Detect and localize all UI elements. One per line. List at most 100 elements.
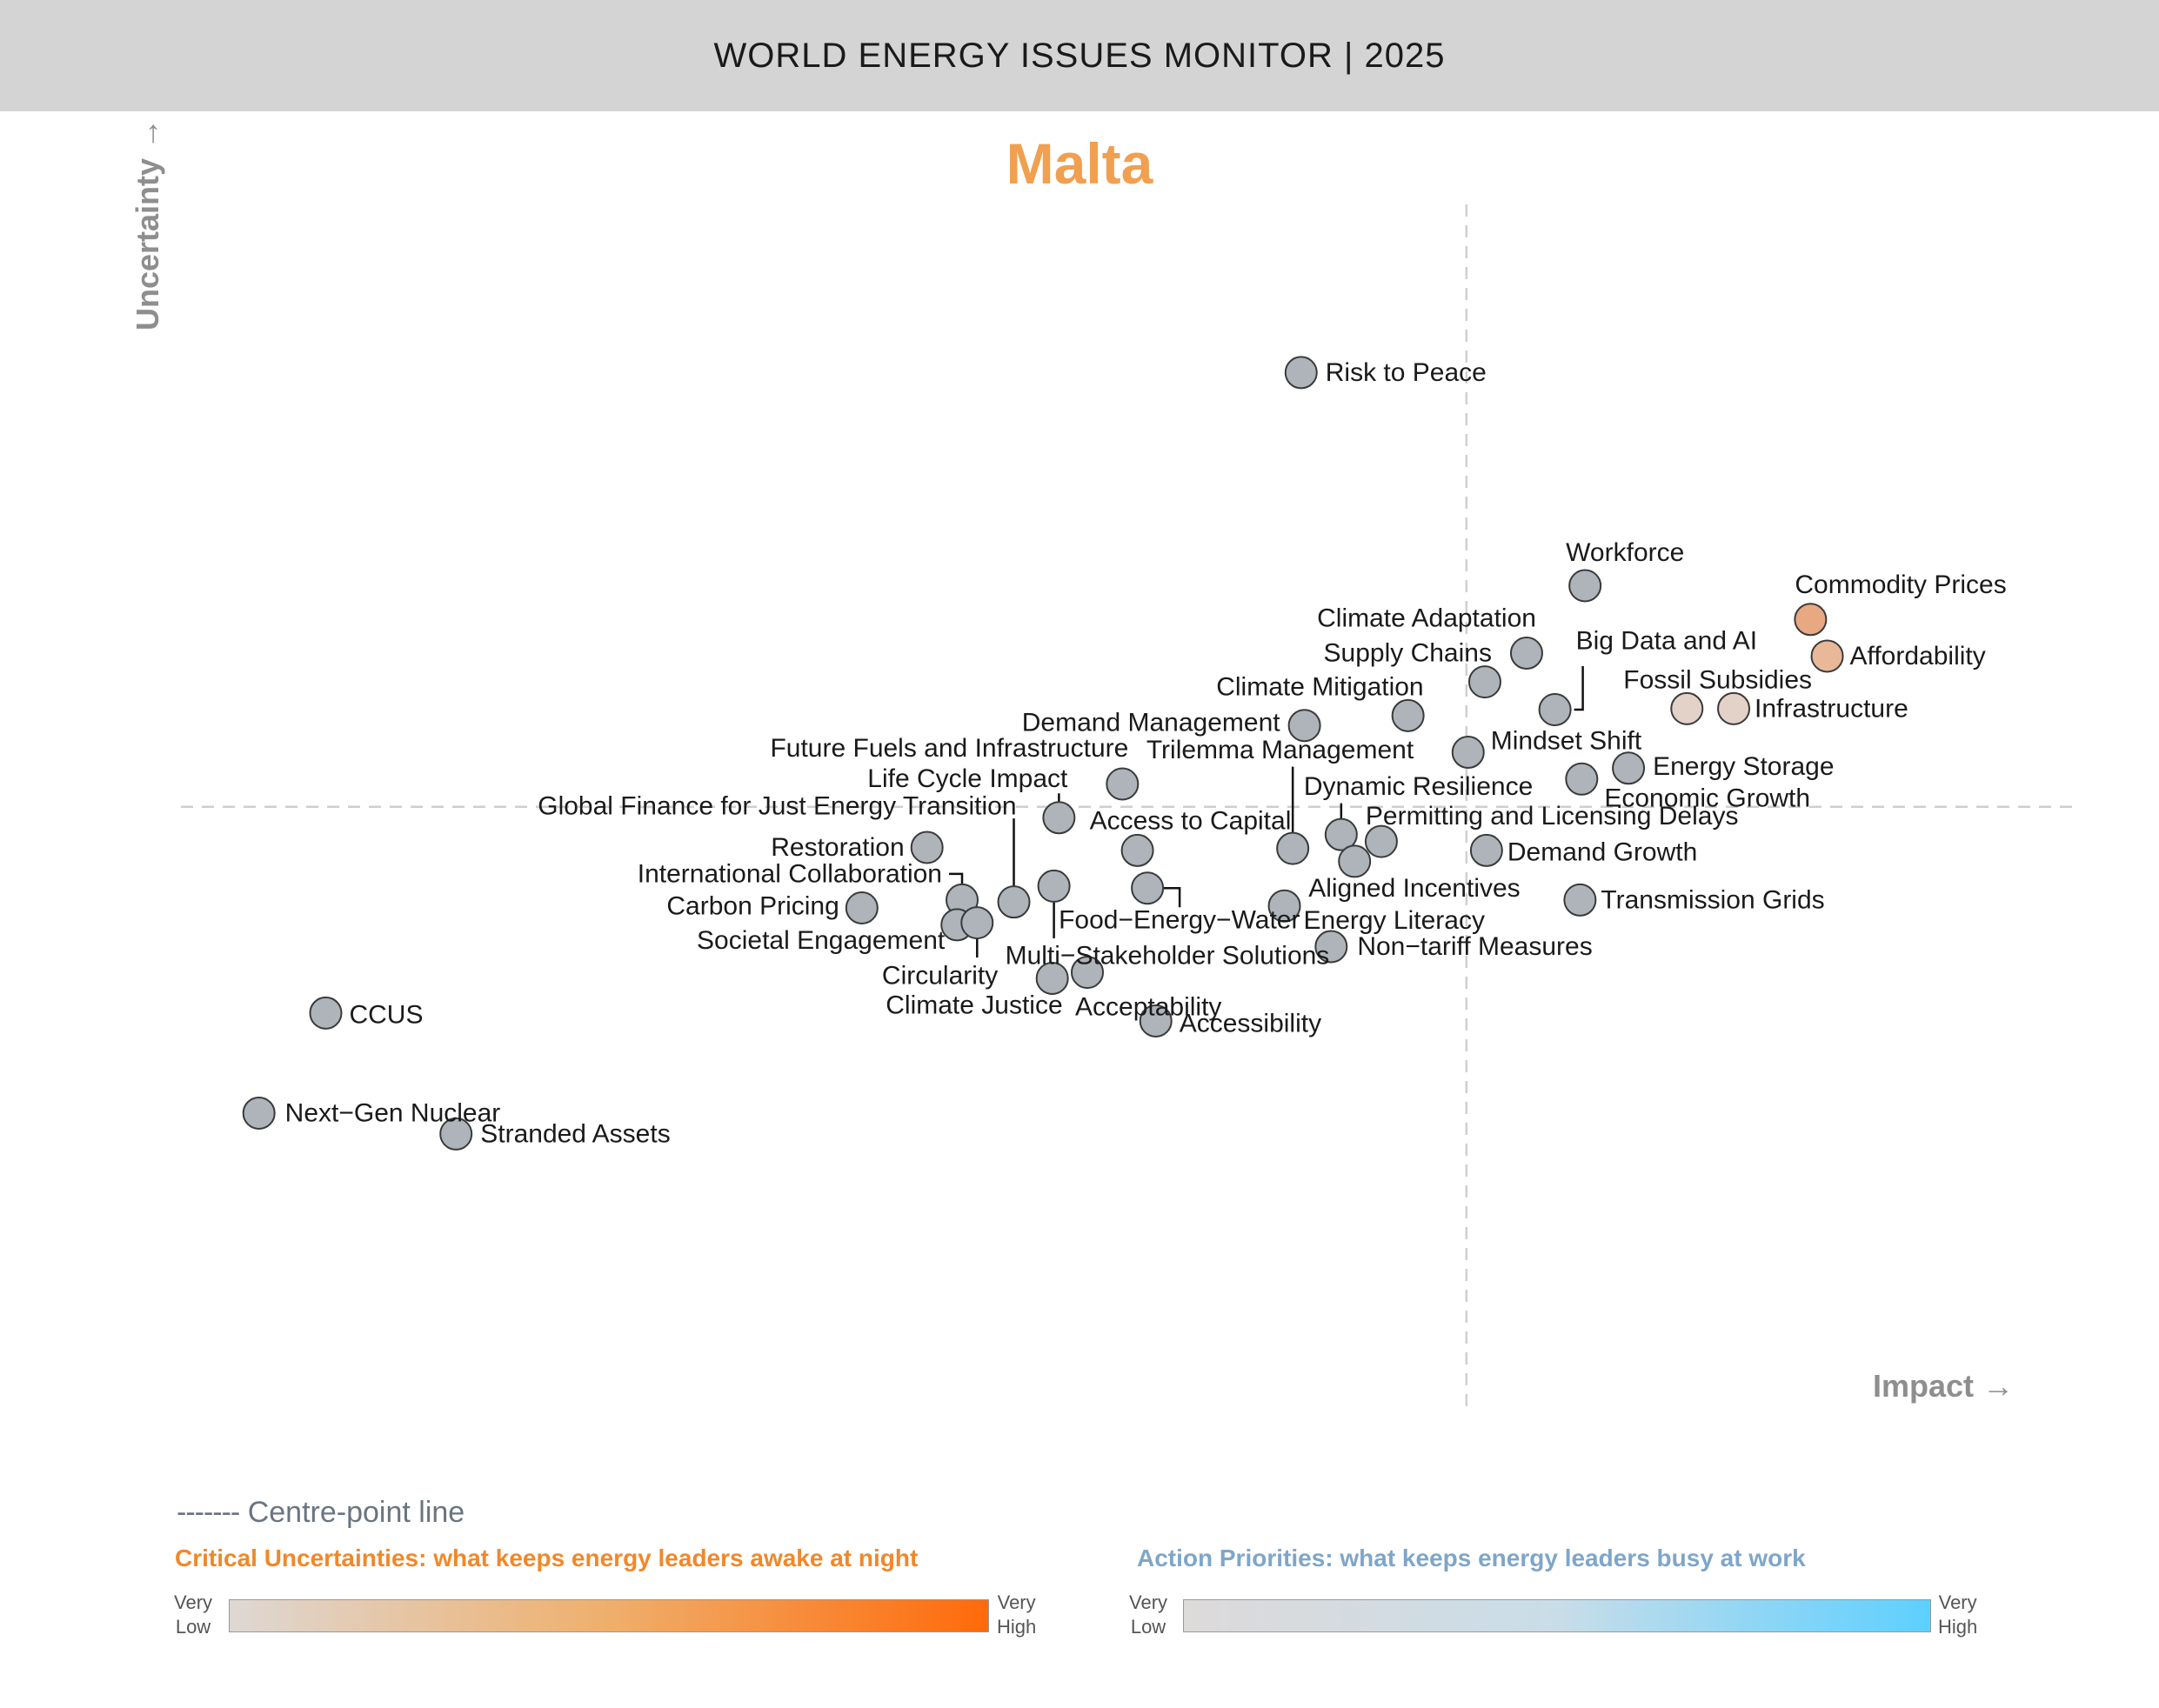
point-next-gen-nuclear (242, 1096, 276, 1130)
point-life-cycle-impact (1042, 801, 1076, 835)
point-food-energy-water (1131, 871, 1165, 905)
leader-line-international-collaboration (949, 872, 964, 884)
point-climate-mitigation (1391, 698, 1425, 732)
leader-lines (949, 666, 1584, 958)
label-societal-engagement: Societal Engagement (697, 926, 946, 955)
point-access-to-capital (1120, 833, 1154, 867)
point-stranded-assets (439, 1117, 473, 1151)
label-big-data-and-ai: Big Data and AI (1576, 627, 1757, 656)
label-carbon-pricing: Carbon Pricing (666, 892, 839, 921)
point-aligned-incentives (1338, 844, 1372, 878)
point-trilemma-management (1276, 831, 1310, 865)
label-demand-management: Demand Management (1022, 709, 1281, 737)
point-supply-chains (1467, 665, 1501, 699)
x-axis-label: Impact → (1873, 1368, 2014, 1404)
point-global-finance-for-just-energy-transition (997, 885, 1031, 919)
point-energy-literacy (1267, 889, 1301, 923)
point-accessibility (1139, 1004, 1173, 1037)
point-mindset-shift (1451, 736, 1485, 770)
label-climate-justice: Climate Justice (886, 991, 1062, 1019)
point-demand-management (1287, 709, 1321, 743)
header-title: WORLD ENERGY ISSUES MONITOR | 2025 (713, 36, 1446, 75)
label-affordability: Affordability (1850, 642, 1986, 671)
scatter-chart: Risk to Peace Workforce Commodity Prices Af… (130, 118, 2079, 1413)
point-risk-to-peace (1284, 356, 1318, 390)
label-international-collaboration: International Collaboration (638, 859, 942, 888)
label-commodity-prices: Commodity Prices (1795, 570, 2006, 599)
action-priority-gradient (1183, 1599, 1931, 1632)
crit-scale-high: Very High (997, 1591, 1037, 1638)
label-future-fuels-and-infrastructure: Future Fuels and Infrastructure (770, 734, 1128, 763)
critical-uncertainty-gradient (229, 1599, 989, 1632)
point-circularity (960, 906, 994, 940)
leader-line-big-data-and-ai (1574, 666, 1584, 711)
label-next-gen-nuclear: Next−Gen Nuclear (285, 1098, 501, 1127)
leader-line-food-energy-water (1163, 886, 1181, 908)
point-dynamic-resilience (1324, 817, 1358, 851)
label-circularity: Circularity (882, 962, 998, 991)
label-multi-stakeholder-solutions: Multi−Stakeholder Solutions (1006, 941, 1330, 970)
label-non-tariff-measures: Non−tariff Measures (1357, 932, 1592, 961)
label-permitting-and-licensing-delays: Permitting and Licensing Delays (1366, 802, 1739, 831)
point-ccus (309, 996, 343, 1030)
point-carbon-pricing (845, 891, 879, 924)
critical-uncertainties-heading: Critical Uncertainties: what keeps energ… (175, 1545, 919, 1571)
label-workforce: Workforce (1566, 538, 1684, 567)
crit-scale-low: Very Low (174, 1591, 213, 1638)
point-workforce (1568, 569, 1602, 603)
point-demand-growth (1469, 833, 1503, 867)
point-transmission-grids (1563, 883, 1597, 917)
action-scale-low: Very Low (1129, 1591, 1168, 1638)
label-ccus: CCUS (349, 1000, 423, 1029)
label-demand-growth: Demand Growth (1507, 837, 1697, 866)
point-big-data-and-ai (1538, 693, 1572, 726)
point-infrastructure (1717, 691, 1751, 725)
label-global-finance-for-just-energy-transition: Global Finance for Just Energy Transitio… (538, 792, 1016, 821)
label-trilemma-management: Trilemma Management (1146, 736, 1414, 764)
point-permitting-and-licensing-delays (1364, 824, 1398, 858)
point-future-fuels-and-infrastructure (1106, 767, 1140, 801)
legend-centre-label: Centre-point line (247, 1496, 465, 1529)
point-economic-growth (1565, 762, 1599, 796)
point-commodity-prices (1794, 603, 1828, 637)
point-energy-storage (1612, 751, 1646, 785)
label-risk-to-peace: Risk to Peace (1326, 358, 1487, 387)
label-life-cycle-impact: Life Cycle Impact (867, 764, 1068, 793)
label-acceptability: Acceptability (1075, 993, 1221, 1022)
label-food-energy-water: Food−Energy−Water (1059, 906, 1300, 935)
point-climate-adaptation (1509, 637, 1543, 671)
point-acceptability (1071, 956, 1104, 990)
legend-dash: ------- (177, 1496, 240, 1529)
label-transmission-grids: Transmission Grids (1601, 885, 1824, 914)
header-bar: WORLD ENERGY ISSUES MONITOR | 2025 (0, 0, 2159, 111)
label-dynamic-resilience: Dynamic Resilience (1304, 772, 1533, 801)
label-stranded-assets: Stranded Assets (480, 1119, 670, 1148)
point-multi-stakeholder-solutions (1037, 869, 1071, 903)
point-affordability (1810, 639, 1844, 673)
axis-labels: Impact → Uncertainty → (130, 118, 2014, 1404)
label-climate-mitigation: Climate Mitigation (1216, 672, 1423, 701)
legend-centre-point-line: ------- Centre-point line (177, 1496, 465, 1530)
label-fossil-subsidies: Fossil Subsidies (1623, 665, 1812, 694)
action-scale-high: Very High (1938, 1591, 1978, 1638)
y-axis-label: Uncertainty → (130, 118, 165, 330)
label-access-to-capital: Access to Capital (1090, 806, 1292, 835)
data-points (242, 356, 1844, 1151)
point-restoration (910, 831, 944, 864)
label-infrastructure: Infrastructure (1755, 694, 1908, 723)
label-restoration: Restoration (771, 833, 904, 862)
label-energy-storage: Energy Storage (1653, 752, 1834, 781)
point-climate-justice (1035, 961, 1069, 995)
point-fossil-subsidies (1670, 691, 1704, 725)
label-accessibility: Accessibility (1180, 1009, 1321, 1037)
label-mindset-shift: Mindset Shift (1491, 727, 1642, 756)
label-aligned-incentives: Aligned Incentives (1308, 874, 1521, 903)
label-energy-literacy: Energy Literacy (1304, 906, 1485, 935)
label-climate-adaptation: Climate Adaptation (1317, 604, 1536, 633)
point-labels: Risk to Peace Workforce Commodity Prices Af… (285, 358, 2007, 1149)
action-priorities-heading: Action Priorities: what keeps energy lea… (1137, 1545, 1806, 1571)
label-supply-chains: Supply Chains (1324, 639, 1492, 668)
label-economic-growth: Economic Growth (1604, 784, 1810, 812)
centre-point-lines (181, 204, 2079, 1413)
point-non-tariff-measures (1314, 930, 1348, 964)
